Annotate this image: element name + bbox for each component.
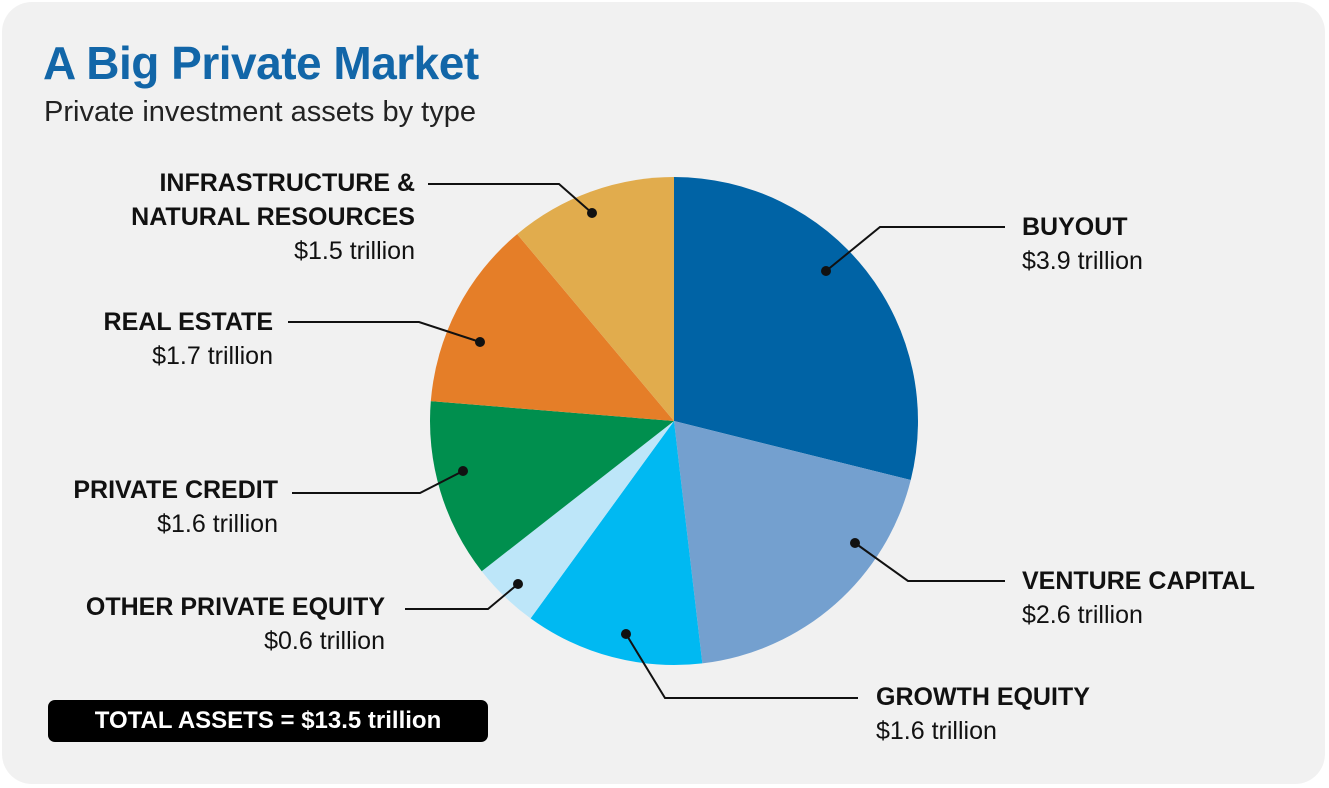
- slice-label: VENTURE CAPITAL $2.6 trillion: [1022, 564, 1255, 632]
- slices-layer: [430, 177, 918, 666]
- leader-line: [825, 226, 1005, 272]
- slice-name: INFRASTRUCTURE &: [159, 169, 415, 197]
- leader-line: [625, 633, 858, 699]
- slice-value: $1.6 trillion: [876, 717, 997, 745]
- leader-line: [428, 183, 593, 214]
- slice-value: $0.6 trillion: [264, 627, 385, 655]
- slice-value: $3.9 trillion: [1022, 247, 1143, 275]
- leader-line: [288, 321, 481, 343]
- slice-label: BUYOUT $3.9 trillion: [1022, 210, 1143, 278]
- pie-slice: [517, 177, 674, 421]
- slice-value: $1.5 trillion: [294, 237, 415, 265]
- slice-label: OTHER PRIVATE EQUITY $0.6 trillion: [86, 590, 385, 658]
- slice-name: NATURAL RESOURCES: [131, 203, 415, 231]
- chart-subtitle: Private investment assets by type: [44, 96, 476, 128]
- pie-slice: [530, 421, 703, 666]
- slice-name: OTHER PRIVATE EQUITY: [85, 593, 385, 621]
- leader-dot: [821, 266, 831, 276]
- slice-label: INFRASTRUCTURE & NATURAL RESOURCES $1.5 tr…: [131, 166, 415, 268]
- pie-slice: [674, 177, 918, 481]
- leader-line: [292, 470, 464, 494]
- leader-lines-layer: [288, 183, 1005, 699]
- slice-label: PRIVATE CREDIT $1.6 trillion: [73, 473, 278, 541]
- slice-name: REAL ESTATE: [103, 308, 273, 336]
- total-assets-badge: TOTAL ASSETS = $13.5 trillion: [48, 700, 488, 742]
- pie-slice: [430, 234, 674, 421]
- pie-slice: [674, 421, 911, 664]
- leader-dot: [458, 466, 468, 476]
- chart-title: A Big Private Market: [43, 37, 479, 89]
- slice-value: $1.7 trillion: [152, 342, 273, 370]
- leader-line: [854, 542, 1005, 582]
- leader-line: [405, 583, 519, 610]
- slice-value: $2.6 trillion: [1022, 601, 1143, 629]
- leader-dot: [587, 208, 597, 218]
- leader-dot: [475, 337, 485, 347]
- slice-label: REAL ESTATE $1.7 trillion: [104, 305, 273, 373]
- pie-slice: [430, 401, 674, 572]
- slice-name: BUYOUT: [1022, 213, 1128, 241]
- leader-dot: [850, 538, 860, 548]
- slice-label: GROWTH EQUITY $1.6 trillion: [876, 680, 1090, 748]
- slice-name: VENTURE CAPITAL: [1022, 567, 1255, 595]
- leader-dot: [513, 579, 523, 589]
- slice-value: $1.6 trillion: [157, 510, 278, 538]
- pie-slice: [481, 421, 674, 619]
- leader-dot: [621, 629, 631, 639]
- slice-name: GROWTH EQUITY: [876, 683, 1090, 711]
- slice-name: PRIVATE CREDIT: [73, 476, 278, 504]
